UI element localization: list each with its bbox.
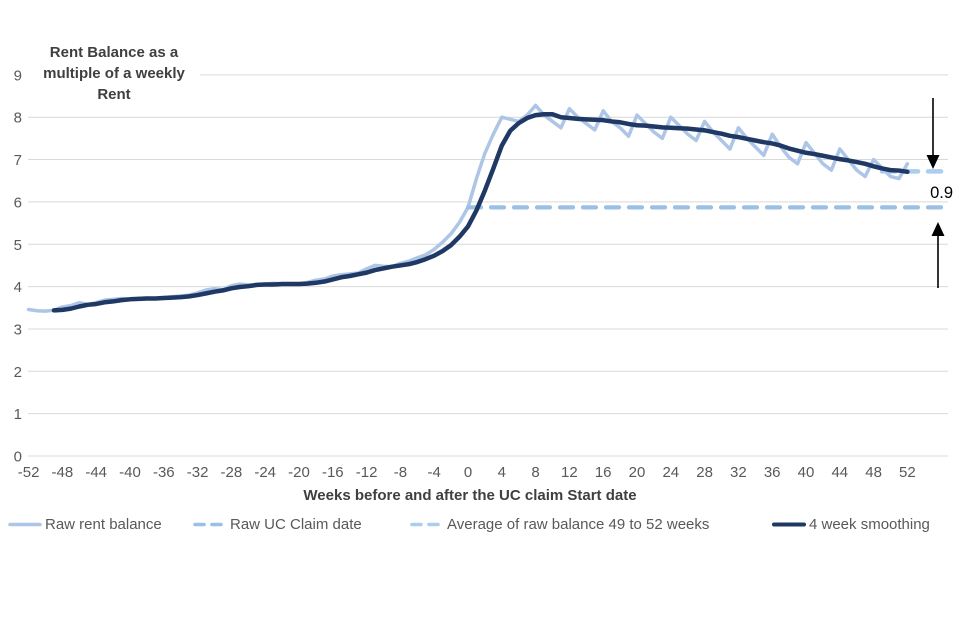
y-tick-label: 8 <box>14 110 22 127</box>
x-tick-label: -44 <box>85 464 107 481</box>
x-tick-label: -32 <box>187 464 209 481</box>
solid-light-line-swatch-icon <box>8 522 42 527</box>
x-tick-label: 52 <box>899 464 916 481</box>
y-tick-label: 3 <box>14 321 22 338</box>
y-tick-label: 4 <box>14 279 22 296</box>
x-tick-label: 32 <box>730 464 747 481</box>
x-tick-label: 28 <box>696 464 713 481</box>
legend-label: Average of raw balance 49 to 52 weeks <box>447 516 710 533</box>
y-tick-label: 9 <box>14 67 22 84</box>
x-tick-label: -48 <box>52 464 74 481</box>
y-tick-label: 7 <box>14 152 22 169</box>
legend-item-raw-uc-claim-date: Raw UC Claim date <box>193 516 362 533</box>
legend-item-raw-rent-balance: Raw rent balance <box>8 516 162 533</box>
x-tick-label: -12 <box>356 464 378 481</box>
x-tick-label: -40 <box>119 464 141 481</box>
series-4-week-smoothing <box>51 111 910 313</box>
x-tick-label: -8 <box>394 464 407 481</box>
y-axis-title: Rent Balance as a multiple of a weekly R… <box>28 42 200 105</box>
legend-label: 4 week smoothing <box>809 516 930 533</box>
x-tick-label: -28 <box>221 464 243 481</box>
y-tick-label: 2 <box>14 364 22 381</box>
legend-item-4-week-smoothing: 4 week smoothing <box>772 516 930 533</box>
x-tick-label: 0 <box>464 464 472 481</box>
gap-annotation-label: 0.9 <box>930 184 953 202</box>
x-tick-label: -24 <box>254 464 276 481</box>
x-tick-label: 8 <box>531 464 539 481</box>
dashed-line-swatch-icon <box>410 522 444 527</box>
x-tick-label: 40 <box>798 464 815 481</box>
x-tick-label: -20 <box>288 464 310 481</box>
dashed-line-swatch-icon <box>193 522 227 527</box>
arrow-up-to-claim-line <box>931 222 945 288</box>
x-tick-label: 16 <box>595 464 612 481</box>
annotation-overlay: 0.9 Weeks before and after the UC claim … <box>303 98 953 504</box>
x-tick-label: -52 <box>18 464 40 481</box>
y-tick-label: 6 <box>14 194 22 211</box>
y-tick-label: 0 <box>14 449 22 466</box>
x-axis-title: Weeks before and after the UC claim Star… <box>303 487 636 504</box>
y-tick-label: 5 <box>14 237 22 254</box>
y-tick-label: 1 <box>14 406 22 423</box>
x-tick-label: -36 <box>153 464 175 481</box>
x-tick-label: -16 <box>322 464 344 481</box>
x-tick-label: 24 <box>662 464 679 481</box>
solid-dark-line-swatch-icon <box>772 522 806 527</box>
x-tick-label: 44 <box>831 464 848 481</box>
legend-label: Raw UC Claim date <box>230 516 362 533</box>
x-tick-label: 12 <box>561 464 578 481</box>
legend-item-average-49-52: Average of raw balance 49 to 52 weeks <box>410 516 709 533</box>
legend-label: Raw rent balance <box>45 516 162 533</box>
x-tick-label: 4 <box>498 464 506 481</box>
arrow-down-to-average-line <box>926 98 940 169</box>
x-tick-label: 36 <box>764 464 781 481</box>
x-tick-label: 48 <box>865 464 882 481</box>
x-tick-label: 20 <box>629 464 646 481</box>
legend: Raw rent balance Raw UC Claim date Avera… <box>0 516 960 540</box>
x-tick-label: -4 <box>428 464 441 481</box>
